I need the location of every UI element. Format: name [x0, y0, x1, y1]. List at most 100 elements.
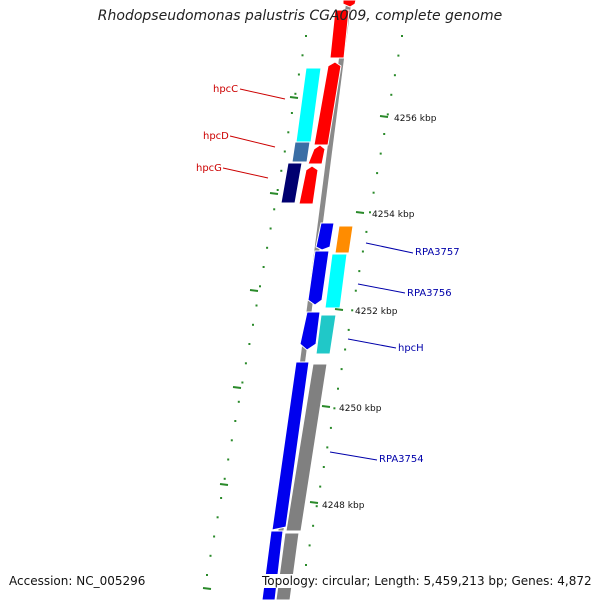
inner-tick-long-1	[289, 96, 299, 99]
gene-red-arrow-hpcC[interactable]	[313, 61, 342, 146]
hpcC-leader	[239, 88, 286, 100]
kbp-label-4256: 4256 kbp	[394, 114, 437, 124]
gene-rpa3757-left-arrow[interactable]	[315, 222, 335, 251]
outer-tick-track	[305, 35, 403, 566]
inner-tick-dot	[297, 73, 300, 76]
outer-tick-dot	[329, 426, 332, 429]
outer-tick-dot	[326, 446, 329, 449]
outer-tick-dot	[369, 211, 371, 214]
outer-tick-dot	[401, 35, 403, 37]
inner-tick-long-3	[249, 289, 259, 292]
inner-tick-dot	[209, 554, 212, 557]
inner-tick-dot	[262, 266, 265, 268]
inner-tick-dot	[223, 477, 226, 480]
outer-tick-dot	[372, 191, 375, 194]
hpcH-label[interactable]: hpcH	[398, 343, 424, 354]
kbp-label-4254: 4254 kbp	[372, 210, 415, 220]
left-gene-labels: hpcC hpcD hpcG	[196, 84, 286, 179]
outer-tick-dot	[397, 54, 400, 57]
outer-tick-dot	[315, 505, 318, 508]
outer-tick-dot	[354, 289, 357, 292]
kbp-tick-4256	[379, 115, 389, 118]
outer-tick-dot	[376, 172, 379, 175]
rpa3757-label[interactable]: RPA3757	[415, 247, 460, 258]
hpcG-label[interactable]: hpcG	[196, 163, 222, 174]
inner-tick-dot	[255, 304, 258, 307]
outer-tick-dot	[365, 230, 368, 233]
gene-red-arrow-hpcG[interactable]	[298, 165, 319, 205]
gene-top-red-arrow[interactable]	[342, 0, 357, 8]
inner-tick-dot	[280, 169, 283, 172]
inner-tick-dot	[220, 497, 223, 499]
hpcC-label[interactable]: hpcC	[213, 84, 238, 95]
rpa3754-label[interactable]: RPA3754	[379, 454, 424, 465]
inner-tick-dot	[294, 92, 297, 95]
outer-tick-dot	[312, 524, 315, 527]
gene-red-arrow-hpcD[interactable]	[307, 144, 326, 165]
inner-tick-track	[206, 35, 307, 576]
inner-tick-dot	[244, 362, 247, 365]
outer-tick-dot	[386, 113, 389, 116]
kbp-label-4248: 4248 kbp	[322, 501, 365, 511]
gene-rpa3756-block[interactable]	[324, 253, 348, 309]
inner-tick-long-6	[202, 587, 212, 590]
outer-tick-dot	[379, 152, 382, 155]
gene-hpcG-block[interactable]	[280, 162, 303, 204]
rpa3757-leader	[365, 242, 414, 254]
inner-tick-dot	[252, 323, 254, 326]
hpcG-leader	[222, 167, 269, 179]
inner-tick-long-4	[232, 386, 242, 389]
rpa3754-leader	[329, 451, 378, 461]
rpa3756-label[interactable]: RPA3756	[407, 288, 452, 299]
outer-tick-dot	[305, 564, 307, 566]
gene-rpa3754-block[interactable]	[285, 363, 328, 532]
genome-title: Rhodopseudomonas palustris CGA009, compl…	[97, 8, 503, 24]
gene-rpa3756-left-arrow[interactable]	[307, 250, 330, 306]
hpcH-leader	[347, 338, 397, 349]
inner-tick-dot	[305, 35, 307, 37]
gene-rpa3754-left-block[interactable]	[271, 361, 310, 531]
gene-hpcH-left-arrow[interactable]	[299, 311, 321, 351]
inner-tick-dot	[216, 516, 219, 519]
gene-red-block-top[interactable]	[329, 9, 350, 59]
outer-tick-dot	[322, 466, 325, 468]
inner-tick-dot	[269, 227, 272, 230]
inner-tick-dot	[206, 574, 208, 576]
kbp-tick-4252	[334, 308, 344, 311]
outer-tick-dot	[351, 309, 354, 312]
inner-tick-dot	[301, 54, 304, 57]
gene-hpcC-block[interactable]	[295, 67, 322, 143]
inner-tick-dot	[259, 285, 261, 288]
hpcD-label[interactable]: hpcD	[203, 131, 229, 142]
genome-summary-text: Topology: circular; Length: 5,459,213 bp…	[262, 574, 594, 588]
accession-text: Accession: NC_005296	[9, 574, 146, 588]
gene-hpcD-block[interactable]	[291, 141, 311, 163]
inner-tick-dot	[266, 246, 269, 249]
inner-tick-dot	[213, 535, 216, 538]
inner-tick-dot	[283, 150, 286, 153]
kbp-tick-4250	[321, 405, 331, 408]
kbp-tick-4248	[309, 501, 319, 504]
outer-tick-dot	[383, 133, 386, 135]
inner-tick-dot	[227, 458, 230, 461]
outer-tick-dot	[347, 328, 350, 331]
inner-tick-dot	[248, 343, 251, 345]
outer-tick-dot	[361, 250, 364, 253]
kbp-label-4250: 4250 kbp	[339, 404, 382, 414]
inner-tick-dot	[237, 400, 240, 403]
gene-hpcH-block[interactable]	[315, 314, 337, 355]
outer-tick-dot	[319, 485, 322, 488]
outer-tick-dot	[333, 407, 336, 410]
inner-tick-dot	[273, 208, 276, 211]
kbp-label-4252: 4252 kbp	[355, 307, 398, 317]
inner-tick-dot	[230, 439, 233, 442]
outer-tick-dot	[337, 387, 339, 390]
inner-tick-dot	[287, 131, 290, 134]
inner-tick-long-2	[269, 192, 279, 195]
inner-tick-dot	[276, 189, 279, 191]
gene-rpa3757-block[interactable]	[334, 225, 354, 254]
outer-tick-dot	[340, 368, 343, 371]
kbp-ruler: 4256 kbp 4254 kbp 4252 kbp 4250 kbp 4248…	[202, 96, 437, 590]
hpcD-leader	[229, 135, 276, 148]
outer-tick-dot	[344, 348, 347, 351]
